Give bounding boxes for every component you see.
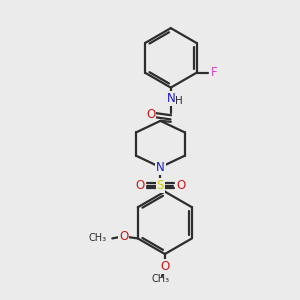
Text: H: H: [175, 96, 183, 106]
Text: N: N: [156, 161, 165, 174]
Text: O: O: [146, 108, 155, 122]
Text: F: F: [211, 66, 217, 79]
Text: O: O: [160, 260, 170, 273]
Text: CH₃: CH₃: [151, 274, 169, 284]
Text: O: O: [176, 179, 185, 192]
Text: CH₃: CH₃: [89, 233, 107, 243]
Text: N: N: [167, 92, 175, 105]
Text: O: O: [119, 230, 128, 243]
Text: O: O: [136, 179, 145, 192]
Text: S: S: [157, 179, 164, 192]
